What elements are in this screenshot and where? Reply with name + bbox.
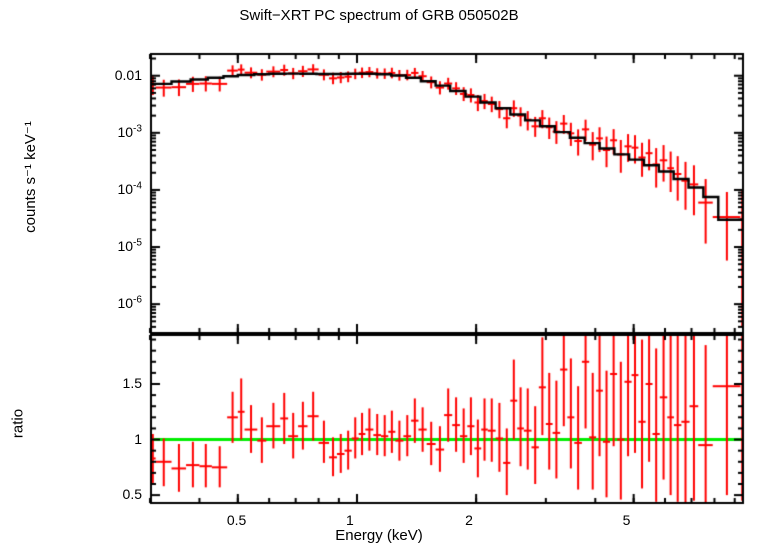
y-tick-label-ratio-0: 1.5: [122, 375, 142, 391]
y-tick-label-ratio-1: 1: [134, 430, 142, 447]
x-tick-label-2: 2: [465, 512, 473, 528]
y-tick-label-spectrum-2: 10-4: [117, 180, 142, 197]
y-tick-label-spectrum-0: 0.01: [114, 66, 142, 83]
y-tick-label-spectrum-3: 10-5: [117, 237, 142, 255]
x-tick-label-3: 5: [622, 512, 631, 528]
y-axis-title-spectrum: counts s⁻¹ keV⁻¹: [22, 121, 39, 233]
x-tick-label-1: 1: [345, 512, 354, 528]
y-tick-label-spectrum-4: 10-6: [117, 294, 142, 312]
y-tick-label-spectrum-1: 10-3: [117, 123, 142, 140]
page-title: Swift−XRT PC spectrum of GRB 050502B: [239, 7, 519, 24]
y-axis-title-ratio: ratio: [9, 408, 27, 439]
y-tick-label-ratio-2: 0.5: [122, 486, 142, 503]
x-axis-title: Energy (keV): [335, 527, 423, 544]
x-tick-label-0: 0.5: [226, 512, 247, 528]
